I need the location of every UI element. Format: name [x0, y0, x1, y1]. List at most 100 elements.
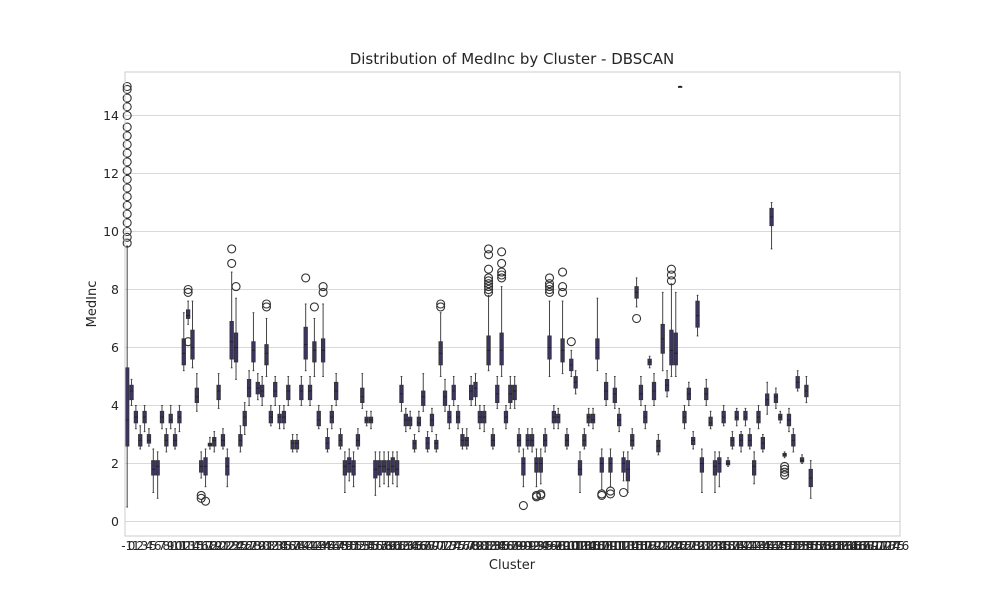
- box-body: [277, 413, 282, 424]
- x-tick-label: 57: [372, 539, 387, 553]
- box-body: [464, 436, 469, 447]
- x-tick-label: 55: [363, 539, 378, 553]
- box-cluster-20: [216, 373, 221, 409]
- x-tick-label: 109: [595, 539, 618, 553]
- x-tick-label: 36: [281, 539, 296, 553]
- box-cluster-21: [220, 428, 226, 450]
- x-tick-label: 130: [686, 539, 709, 553]
- box-body: [421, 390, 426, 406]
- x-tick-label: 26: [237, 539, 252, 553]
- x-tick-label: 56: [368, 539, 383, 553]
- box-cluster-63: [403, 407, 408, 433]
- box-cluster-99: [558, 267, 568, 375]
- box-body: [695, 300, 700, 328]
- x-tick-label: 149: [769, 539, 792, 553]
- box-body: [599, 457, 604, 473]
- outlier-point: [122, 122, 132, 132]
- outlier-point: [484, 279, 494, 289]
- outlier-point: [544, 282, 555, 292]
- box-cluster-41: [307, 376, 313, 406]
- x-tick-label: 8: [163, 539, 171, 553]
- y-tick-label: 0: [111, 514, 119, 529]
- box-body: [264, 344, 269, 366]
- box-cluster-47: [334, 373, 339, 406]
- x-tick-label: 80: [472, 539, 487, 553]
- box-cluster-115: [630, 428, 635, 450]
- y-tick-label: 2: [111, 456, 119, 471]
- box-cluster-83: [490, 428, 496, 450]
- box-cluster-133: [708, 410, 713, 430]
- x-tick-label: 116: [625, 539, 648, 553]
- box-cluster-3: [142, 405, 147, 433]
- x-tick-label: 100: [555, 539, 578, 553]
- box-cluster-112: [617, 407, 622, 433]
- box-body: [316, 410, 321, 427]
- x-tick-label: 66: [411, 539, 426, 553]
- outlier-point: [301, 273, 311, 283]
- y-axis-label: MedInc: [85, 281, 100, 328]
- x-tick-label: 61: [389, 539, 404, 553]
- x-tick-label: 159: [812, 539, 835, 553]
- box-cluster-0: [129, 378, 134, 406]
- box-body: [408, 416, 413, 427]
- outlier-point: [183, 284, 193, 295]
- x-tick-label: 38: [289, 539, 304, 553]
- x-tick-label: 68: [420, 539, 435, 553]
- box-body: [556, 413, 561, 424]
- x-tick-label: 110: [599, 539, 622, 553]
- outlier-point: [122, 232, 132, 242]
- outlier-point: [780, 461, 790, 471]
- x-tick-label: 16: [194, 539, 209, 553]
- x-tick-label: 101: [560, 539, 583, 553]
- x-tick-label: 95: [538, 539, 553, 553]
- outlier-point: [122, 93, 132, 103]
- x-tick-label: 62: [394, 539, 409, 553]
- outlier-point: [183, 287, 193, 297]
- x-tick-label: 92: [524, 539, 539, 553]
- box-cluster-71: [436, 299, 446, 377]
- x-tick-label: 14: [185, 539, 200, 553]
- x-tick-label: 134: [704, 539, 727, 553]
- box-body: [752, 460, 757, 476]
- box-cluster-142: [747, 428, 752, 450]
- x-tick-label: 176: [886, 539, 909, 553]
- box-cluster-32: [268, 405, 273, 427]
- box-cluster-116: [632, 277, 642, 324]
- outlier-point: [484, 284, 494, 295]
- box-cluster-69: [429, 407, 435, 433]
- x-tick-label: 72: [437, 539, 452, 553]
- box-body: [612, 387, 617, 404]
- box-cluster-114: [625, 451, 631, 493]
- box-body: [351, 460, 356, 476]
- box-cluster-143: [752, 451, 757, 485]
- box-cluster--1: [122, 81, 132, 508]
- outlier-point: [484, 244, 494, 254]
- box-cluster-28: [251, 312, 256, 372]
- x-tick-label: 98: [551, 539, 566, 553]
- box-cluster-38: [294, 434, 300, 453]
- box-cluster-44: [318, 282, 328, 377]
- x-tick-label: 144: [747, 539, 770, 553]
- outlier-point: [780, 467, 790, 477]
- x-tick-label: 115: [621, 539, 644, 553]
- box-cluster-147: [769, 202, 774, 250]
- x-tick-label: 112: [608, 539, 631, 553]
- outlier-point: [544, 284, 555, 295]
- box-body: [608, 457, 613, 473]
- x-tick-label: 77: [459, 539, 474, 553]
- x-tick-label: 133: [699, 539, 722, 553]
- box-body: [303, 326, 308, 360]
- outlier-point: [122, 139, 132, 150]
- box-cluster-23: [227, 244, 237, 369]
- x-tick-label: -1: [121, 539, 133, 553]
- x-tick-label: 157: [804, 539, 827, 553]
- x-tick-label: 22: [220, 539, 235, 553]
- box-body: [799, 457, 805, 463]
- outlier-point: [497, 258, 507, 268]
- box-body: [773, 393, 779, 403]
- box-body: [586, 413, 591, 424]
- box-cluster-13: [183, 284, 193, 347]
- outlier-point: [122, 226, 132, 237]
- x-tick-label: 123: [656, 539, 679, 553]
